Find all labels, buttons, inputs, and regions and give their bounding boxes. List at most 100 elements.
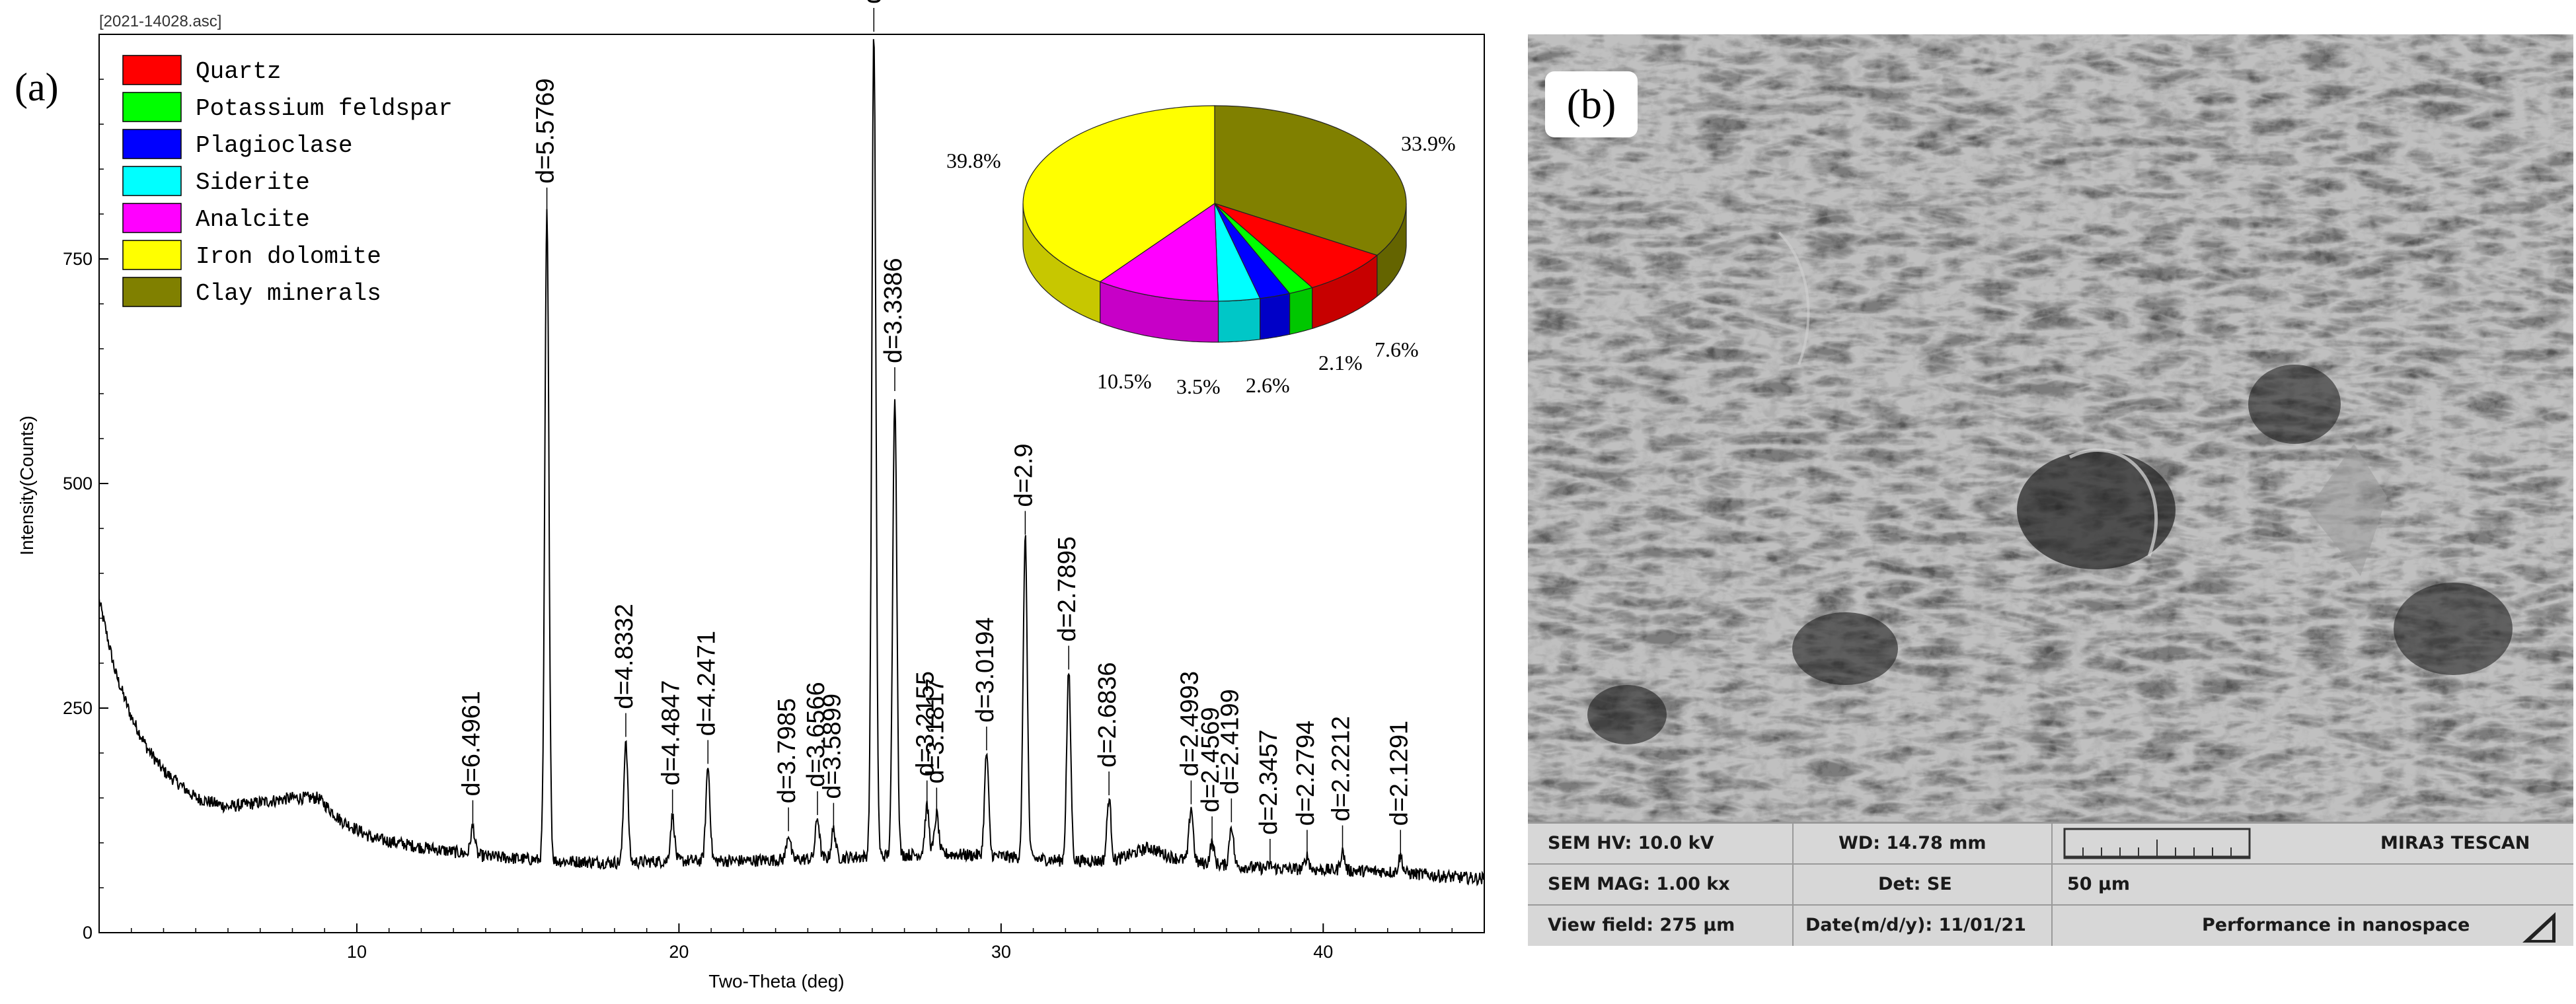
x-tick-label-30: 30 — [991, 942, 1011, 962]
legend-label: Clay minerals — [196, 280, 381, 307]
peak-18: d=2.4199 — [1216, 689, 1244, 822]
panel-a-label: (a) — [15, 65, 59, 109]
peak-13: d=2.9 — [1010, 443, 1038, 535]
legend-swatch — [122, 203, 182, 233]
legend-item: Clay minerals — [122, 277, 381, 307]
peak-9: d=3.3386 — [880, 258, 907, 391]
xrd-pattern-line — [98, 39, 1484, 886]
peak-label: d=2.2794 — [1292, 721, 1320, 826]
sem-texture — [1528, 34, 2573, 822]
peak-0: d=6.4961 — [457, 691, 485, 824]
peak-label: d=4.4847 — [658, 680, 685, 786]
peak-label: d=3.2155 — [912, 671, 940, 777]
pie-label-2: 2.1% — [1318, 351, 1363, 375]
peak-7: d=3.5899 — [818, 694, 846, 827]
legend-item: Analcite — [122, 203, 310, 233]
peak-label: d=2.3457 — [1255, 729, 1283, 835]
legend-item: Quartz — [122, 55, 282, 85]
peak-17: d=2.4569 — [1197, 707, 1225, 840]
legend-label: Analcite — [196, 206, 310, 233]
peak-16: d=2.4993 — [1176, 671, 1203, 805]
legend-swatch — [122, 55, 182, 85]
legend-swatch — [122, 277, 182, 307]
peak-label: d=2.4993 — [1176, 671, 1203, 777]
peak-label: d=2.9 — [1010, 443, 1038, 507]
y-axis-title: Intensity(Counts) — [17, 415, 37, 556]
xrd-chart: (a) [2021-14028.asc] 10 20 30 400250500750 … — [15, 0, 1485, 991]
xrd-axes: 10 20 30 40 0 250 500 750 — [63, 79, 1485, 962]
peak-label: d=2.2212 — [1328, 716, 1355, 822]
pie-slice-6 — [1022, 105, 1215, 283]
pie-chart: 33.9% 7.6% 2.1% 2.6% 3.5% 10.5% 39.8% — [946, 105, 1456, 398]
sem-panel: (b) SEM HV: 10.0 kV WD: 14.78 mm MIRA3 T… — [1528, 34, 2573, 946]
peak-21: d=2.2212 — [1328, 716, 1355, 849]
peak-label: d=4.2471 — [693, 631, 720, 736]
peak-label: d=3.1817 — [921, 678, 949, 784]
legend-item: Iron dolomite — [122, 240, 381, 270]
peak-1: d=5.5769 — [532, 78, 560, 211]
legend-label: Iron dolomite — [196, 243, 381, 270]
y-tick-label-500: 500 — [63, 474, 93, 493]
peak-label: d=5.5769 — [532, 78, 560, 184]
peak-labels: d=6.4961 d=5.5769 d=4.8332 d=4.4847 d=4.2471… — [457, 0, 1413, 863]
pie-slice-0 — [1214, 105, 1407, 256]
peak-label: d=2.6836 — [1094, 662, 1121, 768]
peak-label: d=2.7895 — [1053, 536, 1081, 642]
peak-15: d=2.6836 — [1094, 662, 1121, 795]
peak-14: d=2.7895 — [1053, 536, 1081, 670]
legend-label: Plagioclase — [196, 132, 353, 159]
legend-swatch — [122, 129, 182, 159]
peak-label: d=3.0194 — [971, 617, 999, 723]
peak-11: d=3.1817 — [921, 678, 949, 812]
pie-label-6: 39.8% — [946, 149, 1001, 172]
x-tick-label-20: 20 — [669, 942, 689, 962]
sem-tagline: Performance in nanospace — [2202, 915, 2470, 935]
pie-slice-5 — [1099, 202, 1219, 302]
y-tick-label-0: 0 — [83, 923, 93, 943]
peak-3: d=4.4847 — [658, 680, 685, 814]
pie-label-0: 33.9% — [1401, 131, 1456, 155]
sem-mag: SEM MAG: 1.00 kx — [1548, 874, 1730, 894]
legend-swatch — [122, 240, 182, 270]
legend-label: Quartz — [196, 58, 282, 85]
pie-label-5: 10.5% — [1097, 369, 1152, 393]
pie-label-3: 2.6% — [1246, 373, 1290, 397]
legend-item: Potassium feldspar — [122, 92, 453, 122]
tescan-logo-icon — [2522, 912, 2556, 943]
scale-bar — [2063, 828, 2251, 859]
panel-b-label: (b) — [1545, 71, 1638, 137]
peak-20: d=2.2794 — [1292, 721, 1320, 854]
peak-6: d=3.6566 — [802, 682, 830, 815]
legend-swatch — [122, 92, 182, 122]
pie-side-3 — [1260, 293, 1291, 340]
y-tick-label-250: 250 — [63, 698, 93, 718]
file-name-label: [2021-14028.asc] — [99, 13, 221, 30]
peak-label: d=6.4961 — [457, 691, 485, 797]
sem-hv: SEM HV: 10.0 kV — [1548, 833, 1714, 853]
peak-label: d=3.4192 — [858, 0, 886, 4]
peak-22: d=2.1291 — [1385, 721, 1413, 854]
sem-scale: 50 μm — [2067, 874, 2130, 894]
x-tick-label-10: 10 — [347, 942, 367, 962]
y-tick-label-750: 750 — [63, 249, 93, 269]
x-tick-label-40: 40 — [1313, 942, 1333, 962]
peak-8: d=3.4192 — [858, 0, 886, 32]
legend-label: Siderite — [196, 169, 310, 196]
peak-label: d=4.8332 — [611, 604, 638, 709]
peak-10: d=3.2155 — [912, 671, 940, 805]
peak-19: d=2.3457 — [1255, 729, 1283, 863]
peak-4: d=4.2471 — [693, 631, 720, 764]
legend-swatch — [122, 166, 182, 196]
pie-label-4: 3.5% — [1176, 375, 1221, 398]
pie-side-4 — [1217, 298, 1261, 343]
pie-slice-1 — [1214, 203, 1379, 289]
x-axis-title: Two-Theta (deg) — [708, 971, 844, 991]
peak-label: d=3.6566 — [802, 682, 830, 787]
pie-legend: Quartz Potassium feldspar Plagioclase Sider… — [122, 55, 453, 307]
sem-info-bar: SEM HV: 10.0 kV WD: 14.78 mm MIRA3 TESCA… — [1528, 822, 2573, 946]
sem-date: Date(m/d/y): 11/01/21 — [1805, 915, 2026, 935]
legend-item: Plagioclase — [122, 129, 353, 159]
peak-5: d=3.7985 — [773, 698, 801, 832]
peak-12: d=3.0194 — [971, 617, 999, 750]
peak-label: d=2.1291 — [1385, 721, 1413, 826]
